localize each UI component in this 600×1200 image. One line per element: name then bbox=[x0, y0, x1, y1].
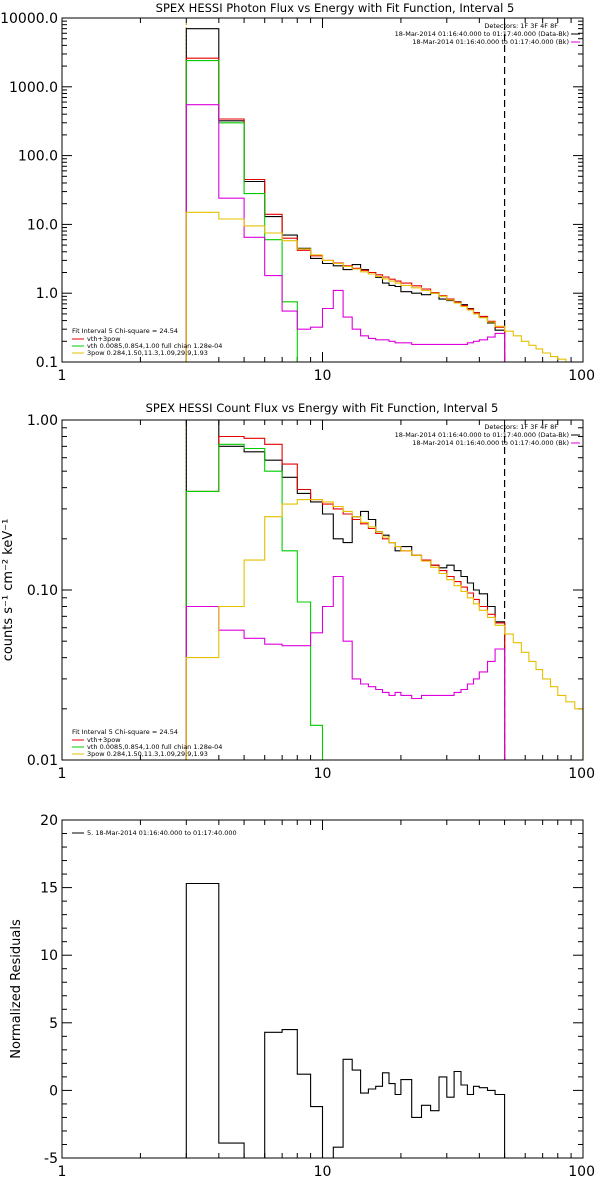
x-tick-label: 1 bbox=[58, 1164, 67, 1180]
legend-top-right: Detectors: 1F 3F 4F 8F 18-Mar-2014 01:16… bbox=[395, 423, 580, 447]
y-tick-label: 0 bbox=[49, 1083, 58, 1099]
legend-fit-interval: Fit Interval 5 Chi-square = 24.54 bbox=[72, 728, 178, 736]
plot-frame bbox=[61, 17, 584, 363]
bk-series bbox=[185, 104, 506, 362]
legend-data-bk: 18-Mar-2014 01:16:40.000 to 01:17:40.000… bbox=[395, 431, 569, 439]
plot-frame bbox=[61, 419, 584, 761]
legend-bottom-left: Fit Interval 5 Chi-square = 24.54 vth+3p… bbox=[72, 728, 222, 758]
total-fit-series bbox=[185, 435, 506, 760]
total-fit-series bbox=[185, 57, 506, 362]
legend-3pow: 3pow 0.284,1.50,11.3,1.09,29.9,1.93 bbox=[87, 349, 208, 357]
y-axis-label: counts s⁻¹ cm⁻² keV⁻¹ bbox=[1, 519, 16, 662]
x-tick-label: 1 bbox=[58, 766, 67, 782]
legend-top-right: Detectors: 1F 3F 4F 8F 18-Mar-2014 01:16… bbox=[395, 22, 580, 46]
legend-total: vth+3pow bbox=[87, 736, 121, 744]
count-flux-panel: SPEX HESSI Count Flux vs Energy with Fit… bbox=[1, 401, 595, 782]
y-axis-label: Normalized Residuals bbox=[9, 919, 24, 1059]
residuals-panel: 1 10 100 -5 0 5 10 15 20 Normalized Residuals 5.… bbox=[9, 813, 595, 1180]
legend-fit-interval: Fit Interval 5 Chi-square = 24.54 bbox=[72, 327, 178, 335]
x-tick-label: 100 bbox=[568, 368, 595, 384]
legend-3pow: 3pow 0.284,1.50,11.3,1.09,29.9,1.93 bbox=[87, 750, 208, 758]
y-tick-label: 10000.0 bbox=[0, 11, 58, 27]
legend-vth: vth 0.0085,0.854,1.00 full chian 1.28e-0… bbox=[87, 743, 222, 751]
y-tick-label: -5 bbox=[44, 1151, 58, 1167]
vth-series bbox=[185, 443, 324, 760]
legend-vth: vth 0.0085,0.854,1.00 full chian 1.28e-0… bbox=[87, 342, 222, 350]
legend-detectors: Detectors: 1F 3F 4F 8F bbox=[484, 22, 558, 30]
y-tick-label: 1.00 bbox=[27, 413, 58, 429]
plot-frame bbox=[61, 819, 584, 1159]
legend-total: vth+3pow bbox=[87, 335, 121, 343]
legend-data-bk: 18-Mar-2014 01:16:40.000 to 01:17:40.000… bbox=[395, 30, 569, 38]
legend-bk: 18-Mar-2014 01:16:40.000 to 01:17:40.000… bbox=[412, 439, 569, 447]
legend-detectors: Detectors: 1F 3F 4F 8F bbox=[484, 423, 558, 431]
legend-residuals: 5. 18-Mar-2014 01:16:40.000 to 01:17:40.… bbox=[87, 829, 237, 837]
legend-bottom-left: Fit Interval 5 Chi-square = 24.54 vth+3p… bbox=[72, 327, 222, 357]
chart-title: SPEX HESSI Photon Flux vs Energy with Fi… bbox=[156, 1, 515, 15]
y-tick-label: 10 bbox=[40, 948, 58, 964]
legend-bk: 18-Mar-2014 01:16:40.000 to 01:17:40.000… bbox=[412, 38, 569, 46]
y-tick-label: 0.10 bbox=[27, 583, 58, 599]
y-tick-label: 15 bbox=[40, 881, 58, 897]
x-tick-label: 10 bbox=[314, 1164, 332, 1180]
y-tick-label: 0.01 bbox=[27, 753, 58, 769]
vth-series bbox=[185, 60, 311, 363]
bk-series bbox=[185, 575, 506, 760]
x-tick-label: 10 bbox=[314, 766, 332, 782]
x-tick-label: 100 bbox=[568, 766, 595, 782]
3pow-series bbox=[185, 499, 584, 760]
photon-flux-panel: SPEX HESSI Photon Flux vs Energy with Fi… bbox=[0, 1, 595, 384]
y-tick-label: 20 bbox=[40, 813, 58, 829]
y-tick-label: 100.0 bbox=[18, 149, 58, 165]
residual-series bbox=[185, 882, 506, 1159]
y-tick-label: 1000.0 bbox=[9, 80, 58, 96]
3pow-series bbox=[185, 211, 583, 363]
data-bk-series bbox=[185, 419, 506, 760]
x-tick-label: 100 bbox=[568, 1164, 595, 1180]
y-tick-label: 10.0 bbox=[27, 217, 58, 233]
y-tick-label: 1.0 bbox=[36, 286, 58, 302]
x-tick-label: 1 bbox=[58, 368, 67, 384]
data-bk-series bbox=[185, 28, 506, 362]
y-tick-label: 0.1 bbox=[36, 355, 58, 371]
y-tick-label: 5 bbox=[49, 1016, 58, 1032]
legend: 5. 18-Mar-2014 01:16:40.000 to 01:17:40.… bbox=[72, 829, 237, 837]
x-tick-label: 10 bbox=[314, 368, 332, 384]
chart-title: SPEX HESSI Count Flux vs Energy with Fit… bbox=[146, 401, 499, 415]
